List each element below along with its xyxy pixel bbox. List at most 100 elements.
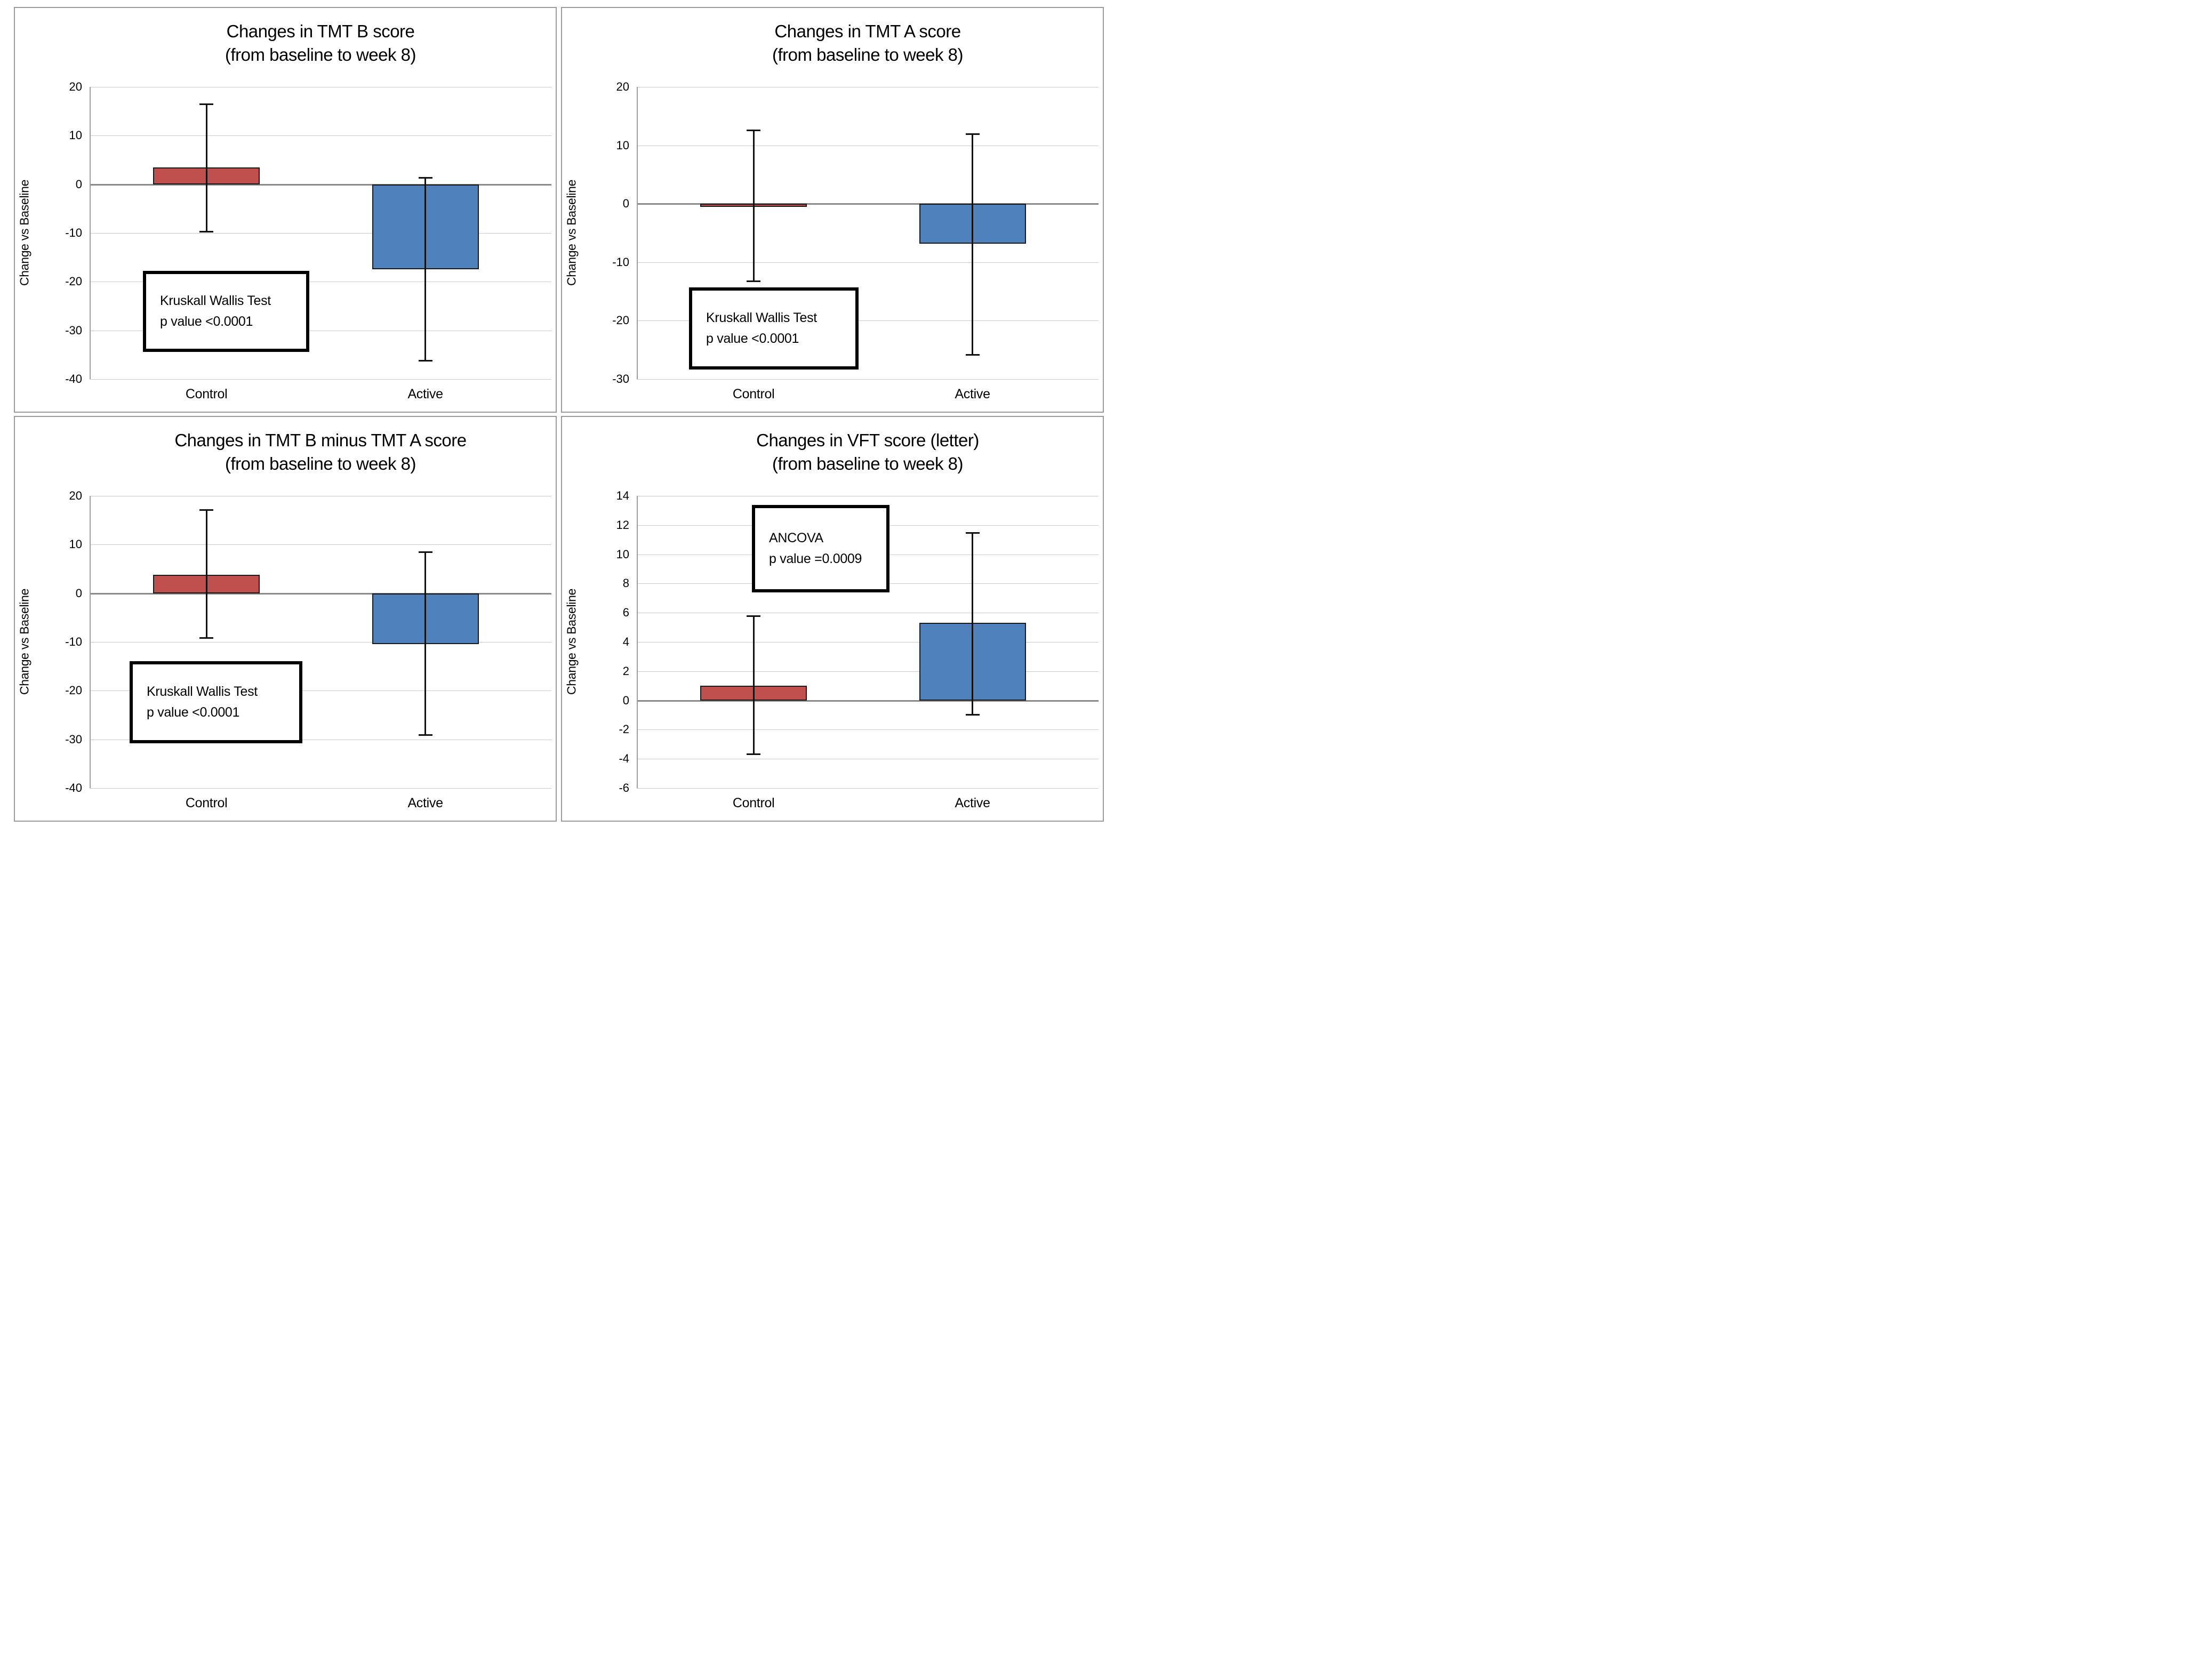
y-tick-label: 12 — [616, 518, 629, 532]
y-tick-label: 10 — [616, 138, 629, 152]
y-tick-label: 10 — [69, 129, 82, 142]
chart-title-line1: Changes in VFT score (letter) — [756, 430, 979, 450]
y-axis-line — [90, 496, 91, 788]
stat-annotation-box: Kruskall Wallis Test p value <0.0001 — [143, 271, 309, 352]
y-tick-label: 8 — [622, 576, 629, 590]
error-bar-cap-top — [418, 551, 432, 553]
panel-tmt-b-minus-a: Changes in TMT B minus TMT A score (from… — [14, 416, 557, 822]
gridline — [90, 788, 551, 789]
stat-annotation-line1: Kruskall Wallis Test — [160, 293, 271, 309]
error-bar-cap-top — [199, 509, 214, 511]
y-tick-label: 10 — [69, 537, 82, 551]
x-category-label: Active — [407, 387, 443, 402]
y-tick-label: 0 — [75, 586, 82, 600]
y-tick-label: 0 — [622, 693, 629, 707]
gridline — [637, 320, 1099, 322]
chart-title-line2: (from baseline to week 8) — [225, 453, 416, 473]
x-category-label: Active — [407, 796, 443, 810]
x-category-label: Control — [732, 796, 775, 810]
x-category-label: Control — [185, 387, 228, 402]
y-tick-label: -30 — [65, 323, 82, 337]
zero-gridline — [90, 183, 551, 186]
y-tick-label: -4 — [619, 752, 629, 766]
stat-annotation-line2: p value =0.0009 — [769, 551, 862, 566]
gridline — [90, 544, 551, 545]
y-axis-line — [637, 87, 638, 379]
stat-annotation-line2: p value <0.0001 — [706, 331, 799, 346]
error-bar-line — [972, 133, 974, 356]
error-bar-cap-top — [199, 103, 214, 105]
error-bar-cap-bottom — [199, 231, 214, 233]
y-tick-label: -40 — [65, 781, 82, 794]
error-bar-cap-top — [747, 130, 761, 132]
y-tick-label: -10 — [65, 635, 82, 648]
stat-annotation-line2: p value <0.0001 — [160, 314, 253, 329]
y-tick-label: -30 — [612, 372, 629, 386]
y-tick-label: 20 — [69, 80, 82, 93]
panel-tmt-a: Changes in TMT A score (from baseline to… — [561, 7, 1104, 413]
error-bar-cap-top — [965, 133, 980, 135]
chart-title-line1: Changes in TMT A score — [774, 21, 961, 41]
zero-gridline — [90, 592, 551, 595]
y-tick-label: 20 — [616, 80, 629, 93]
panel-tmt-b: Changes in TMT B score (from baseline to… — [14, 7, 557, 413]
error-bar-line — [205, 510, 207, 638]
chart-title: Changes in TMT B score (from baseline to… — [90, 20, 551, 66]
gridline — [637, 671, 1099, 672]
gridline — [637, 379, 1099, 380]
stat-annotation-box: Kruskall Wallis Test p value <0.0001 — [689, 287, 859, 370]
chart-title-line2: (from baseline to week 8) — [772, 44, 964, 65]
y-tick-label: -20 — [65, 275, 82, 288]
zero-gridline — [637, 700, 1099, 702]
chart-title-line2: (from baseline to week 8) — [225, 44, 416, 65]
y-axis-line — [90, 87, 91, 379]
y-tick-label: -6 — [619, 781, 629, 794]
y-tick-label: 20 — [69, 489, 82, 502]
chart-title-line1: Changes in TMT B minus TMT A score — [174, 430, 467, 450]
error-bar-cap-bottom — [199, 637, 214, 639]
stat-annotation-line2: p value <0.0001 — [147, 705, 240, 720]
error-bar-cap-bottom — [418, 734, 432, 736]
error-bar-cap-bottom — [418, 360, 432, 362]
x-category-label: Active — [955, 387, 990, 402]
y-axis-title: Change vs Baseline — [17, 179, 31, 286]
stat-annotation-box: Kruskall Wallis Test p value <0.0001 — [130, 661, 302, 743]
y-axis-line — [637, 496, 638, 788]
y-tick-label: -10 — [65, 226, 82, 239]
error-bar-cap-bottom — [747, 753, 761, 755]
panel-vft: Changes in VFT score (letter) (from base… — [561, 416, 1104, 822]
stat-annotation-line1: Kruskall Wallis Test — [147, 684, 258, 700]
stat-annotation-line1: Kruskall Wallis Test — [706, 310, 817, 326]
error-bar-line — [752, 615, 755, 754]
error-bar-line — [424, 552, 427, 736]
gridline — [90, 233, 551, 234]
y-axis-title: Change vs Baseline — [17, 588, 31, 695]
x-category-label: Control — [185, 796, 228, 810]
y-tick-label: -10 — [612, 255, 629, 269]
error-bar-line — [424, 177, 427, 362]
y-tick-label: -20 — [65, 684, 82, 697]
error-bar-line — [752, 130, 755, 282]
chart-title-line1: Changes in TMT B score — [226, 21, 415, 41]
y-tick-label: 0 — [75, 177, 82, 191]
gridline — [637, 729, 1099, 730]
x-category-label: Control — [732, 387, 775, 402]
y-tick-label: 14 — [616, 489, 629, 502]
chart-title: Changes in VFT score (letter) (from base… — [637, 429, 1099, 475]
error-bar-line — [972, 532, 974, 715]
y-tick-label: 2 — [622, 664, 629, 678]
y-tick-label: 6 — [622, 606, 629, 620]
chart-title: Changes in TMT A score (from baseline to… — [637, 20, 1099, 66]
zero-gridline — [637, 203, 1099, 205]
y-tick-label: -2 — [619, 722, 629, 736]
plot-area — [637, 496, 1099, 789]
y-tick-label: 4 — [622, 635, 629, 648]
error-bar-cap-bottom — [965, 714, 980, 716]
plot-area — [90, 87, 551, 380]
error-bar-cap-bottom — [965, 354, 980, 356]
chart-title: Changes in TMT B minus TMT A score (from… — [90, 429, 551, 475]
x-category-label: Active — [955, 796, 990, 810]
y-axis-title: Change vs Baseline — [564, 588, 579, 695]
error-bar-cap-top — [965, 532, 980, 534]
stat-annotation-line1: ANCOVA — [769, 531, 823, 546]
